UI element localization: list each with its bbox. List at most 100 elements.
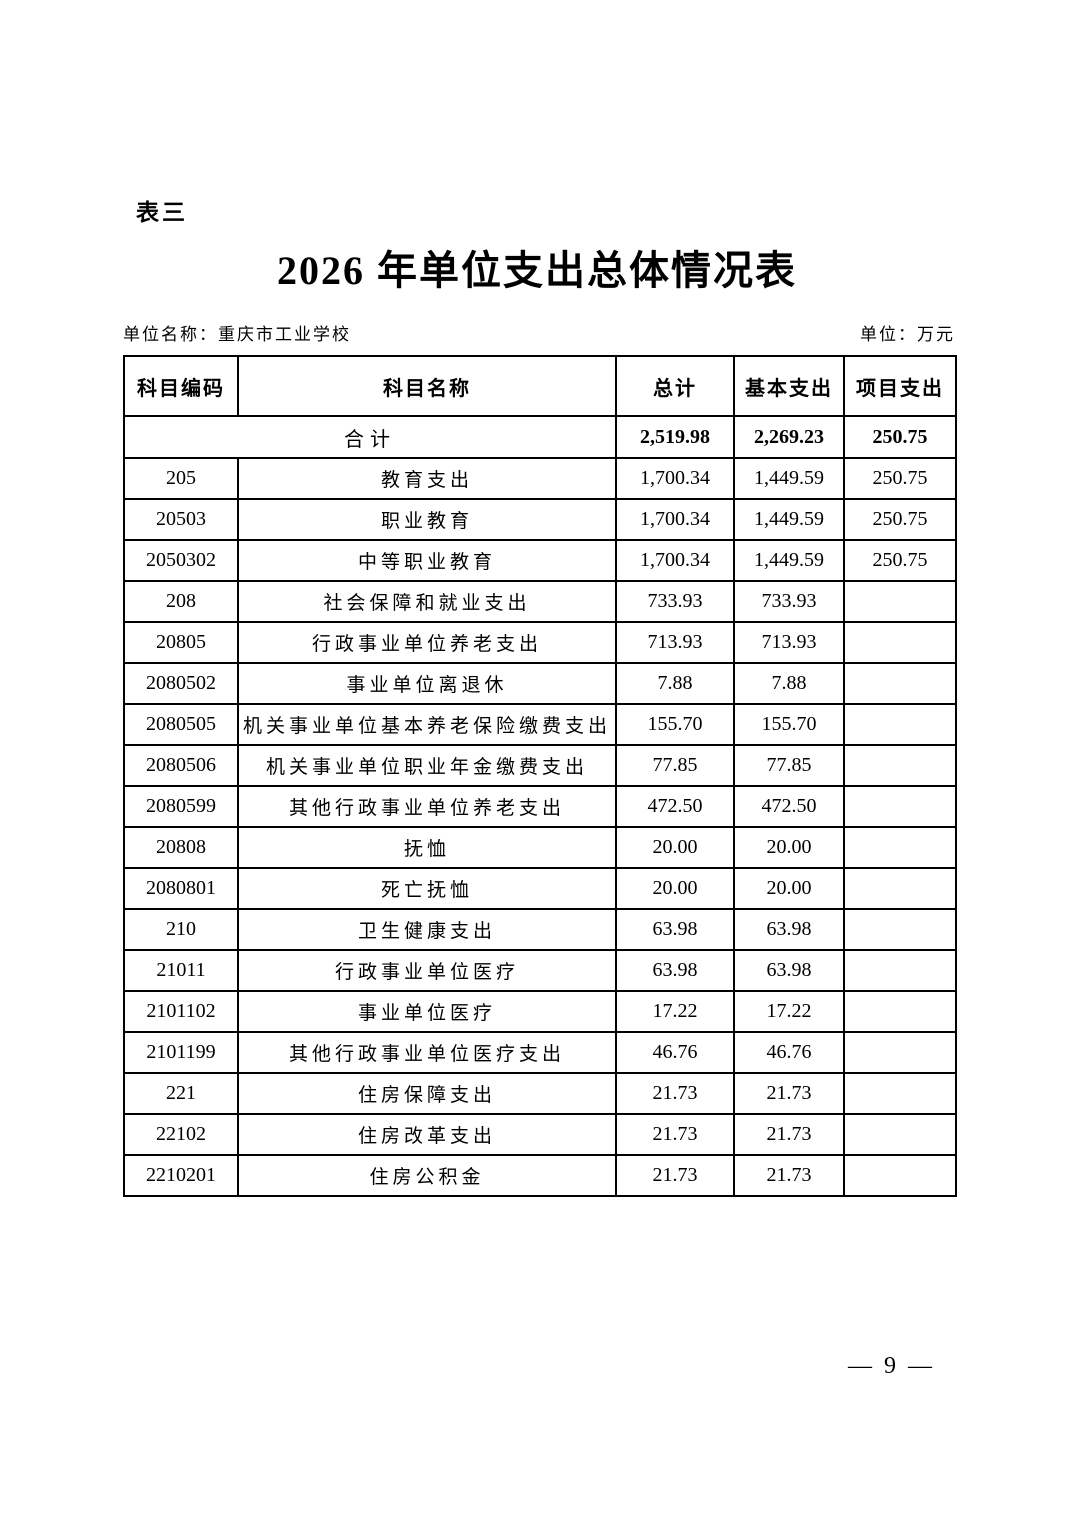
total-amount-cell: 77.85 xyxy=(615,744,735,787)
basic-amount-cell: 472.50 xyxy=(733,785,845,828)
table-info-row: 单位名称：重庆市工业学校 单位：万元 xyxy=(123,320,955,345)
table-row: 20503 职业教育 1,700.34 1,449.59 250.75 xyxy=(123,498,957,541)
sheet-label: 表三 xyxy=(136,199,188,225)
subject-name-cell: 事业单位离退休 xyxy=(237,662,617,705)
subject-name-cell: 职业教育 xyxy=(237,498,617,541)
col-header-project: 项目支出 xyxy=(843,355,957,417)
table-row: 20805 行政事业单位养老支出 713.93 713.93 xyxy=(123,621,957,664)
table-header: 科目编码 科目名称 总计 基本支出 项目支出 xyxy=(123,355,957,417)
subject-name-cell: 其他行政事业单位养老支出 xyxy=(237,785,617,828)
subject-name-cell: 住房改革支出 xyxy=(237,1113,617,1156)
project-amount-cell xyxy=(843,990,957,1033)
subject-code-cell: 221 xyxy=(123,1072,239,1115)
expenditure-table: 科目编码 科目名称 总计 基本支出 项目支出 合计 2,519.98 2,269… xyxy=(123,355,957,1197)
header-row: 科目编码 科目名称 总计 基本支出 项目支出 xyxy=(123,355,957,417)
total-amount-cell: 21.73 xyxy=(615,1113,735,1156)
subject-code-cell: 20503 xyxy=(123,498,239,541)
total-row-project: 250.75 xyxy=(843,415,957,459)
total-amount-cell: 472.50 xyxy=(615,785,735,828)
basic-amount-cell: 1,449.59 xyxy=(733,457,845,500)
unit-name: 单位名称：重庆市工业学校 xyxy=(123,320,351,345)
subject-code-cell: 205 xyxy=(123,457,239,500)
subject-code-cell: 210 xyxy=(123,908,239,951)
subject-code-cell: 2080801 xyxy=(123,867,239,910)
subject-code-cell: 2210201 xyxy=(123,1154,239,1197)
basic-amount-cell: 21.73 xyxy=(733,1072,845,1115)
total-row-total: 2,519.98 xyxy=(615,415,735,459)
project-amount-cell xyxy=(843,621,957,664)
subject-code-cell: 2101102 xyxy=(123,990,239,1033)
subject-code-cell: 20808 xyxy=(123,826,239,869)
table-row: 22102 住房改革支出 21.73 21.73 xyxy=(123,1113,957,1156)
basic-amount-cell: 7.88 xyxy=(733,662,845,705)
table-row: 2210201 住房公积金 21.73 21.73 xyxy=(123,1154,957,1197)
subject-code-cell: 2101199 xyxy=(123,1031,239,1074)
subject-code-cell: 20805 xyxy=(123,621,239,664)
table-row: 2080502 事业单位离退休 7.88 7.88 xyxy=(123,662,957,705)
unit-name-value: 重庆市工业学校 xyxy=(218,325,351,344)
table-row: 2050302 中等职业教育 1,700.34 1,449.59 250.75 xyxy=(123,539,957,582)
unit-name-label: 单位名称： xyxy=(123,325,218,344)
subject-name-cell: 行政事业单位养老支出 xyxy=(237,621,617,664)
subject-name-cell: 机关事业单位基本养老保险缴费支出 xyxy=(237,703,617,746)
total-amount-cell: 733.93 xyxy=(615,580,735,623)
subject-code-cell: 22102 xyxy=(123,1113,239,1156)
total-amount-cell: 63.98 xyxy=(615,949,735,992)
table-row: 205 教育支出 1,700.34 1,449.59 250.75 xyxy=(123,457,957,500)
subject-name-cell: 教育支出 xyxy=(237,457,617,500)
page-number: — 9 — xyxy=(848,1353,935,1379)
project-amount-cell xyxy=(843,1113,957,1156)
table-row: 2101199 其他行政事业单位医疗支出 46.76 46.76 xyxy=(123,1031,957,1074)
table-row: 221 住房保障支出 21.73 21.73 xyxy=(123,1072,957,1115)
total-amount-cell: 1,700.34 xyxy=(615,457,735,500)
project-amount-cell xyxy=(843,908,957,951)
subject-name-cell: 死亡抚恤 xyxy=(237,867,617,910)
subject-code-cell: 208 xyxy=(123,580,239,623)
subject-name-cell: 抚恤 xyxy=(237,826,617,869)
total-amount-cell: 21.73 xyxy=(615,1154,735,1197)
total-amount-cell: 155.70 xyxy=(615,703,735,746)
total-amount-cell: 713.93 xyxy=(615,621,735,664)
basic-amount-cell: 46.76 xyxy=(733,1031,845,1074)
project-amount-cell xyxy=(843,867,957,910)
project-amount-cell xyxy=(843,703,957,746)
subject-code-cell: 2080505 xyxy=(123,703,239,746)
basic-amount-cell: 20.00 xyxy=(733,826,845,869)
subject-code-cell: 21011 xyxy=(123,949,239,992)
project-amount-cell xyxy=(843,662,957,705)
subject-name-cell: 卫生健康支出 xyxy=(237,908,617,951)
col-header-basic: 基本支出 xyxy=(733,355,845,417)
basic-amount-cell: 733.93 xyxy=(733,580,845,623)
project-amount-cell xyxy=(843,826,957,869)
basic-amount-cell: 77.85 xyxy=(733,744,845,787)
basic-amount-cell: 1,449.59 xyxy=(733,539,845,582)
basic-amount-cell: 21.73 xyxy=(733,1113,845,1156)
table-row: 2080599 其他行政事业单位养老支出 472.50 472.50 xyxy=(123,785,957,828)
total-amount-cell: 17.22 xyxy=(615,990,735,1033)
total-amount-cell: 20.00 xyxy=(615,826,735,869)
subject-name-cell: 机关事业单位职业年金缴费支出 xyxy=(237,744,617,787)
unit-measure-label: 单位：万元 xyxy=(860,325,955,344)
basic-amount-cell: 1,449.59 xyxy=(733,498,845,541)
table-row: 208 社会保障和就业支出 733.93 733.93 xyxy=(123,580,957,623)
total-amount-cell: 7.88 xyxy=(615,662,735,705)
subject-name-cell: 社会保障和就业支出 xyxy=(237,580,617,623)
project-amount-cell xyxy=(843,580,957,623)
table-body: 合计 2,519.98 2,269.23 250.75 205 教育支出 1,7… xyxy=(123,415,957,1197)
table-row: 2080801 死亡抚恤 20.00 20.00 xyxy=(123,867,957,910)
table-row: 2101102 事业单位医疗 17.22 17.22 xyxy=(123,990,957,1033)
basic-amount-cell: 17.22 xyxy=(733,990,845,1033)
subject-name-cell: 住房公积金 xyxy=(237,1154,617,1197)
subject-name-cell: 行政事业单位医疗 xyxy=(237,949,617,992)
total-amount-cell: 46.76 xyxy=(615,1031,735,1074)
subject-name-cell: 其他行政事业单位医疗支出 xyxy=(237,1031,617,1074)
project-amount-cell: 250.75 xyxy=(843,457,957,500)
basic-amount-cell: 713.93 xyxy=(733,621,845,664)
total-row-basic: 2,269.23 xyxy=(733,415,845,459)
total-amount-cell: 20.00 xyxy=(615,867,735,910)
subject-code-cell: 2080506 xyxy=(123,744,239,787)
col-header-total: 总计 xyxy=(615,355,735,417)
project-amount-cell xyxy=(843,1154,957,1197)
project-amount-cell xyxy=(843,1072,957,1115)
